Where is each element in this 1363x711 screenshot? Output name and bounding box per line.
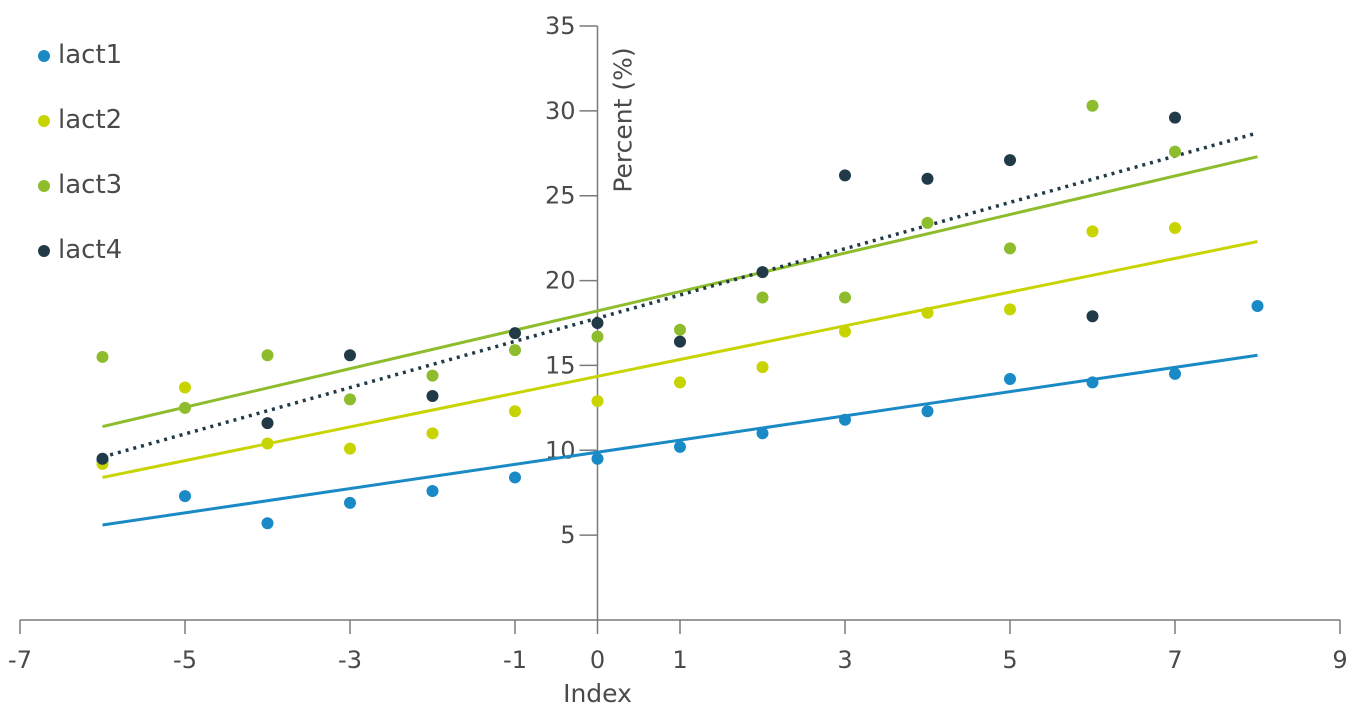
y-tick-label: 15	[545, 351, 576, 379]
x-axis-ticks: -7 -5 -3 -1 0 1 3 5 7 9	[8, 620, 1348, 674]
data-point	[756, 427, 769, 440]
data-point	[1086, 310, 1099, 323]
legend-item-lact1: lact1	[38, 40, 122, 70]
data-point	[1169, 221, 1181, 234]
data-point	[426, 389, 439, 402]
data-point	[674, 335, 686, 348]
data-point	[921, 216, 934, 229]
x-tick-label: -5	[173, 646, 197, 674]
series-lact2	[96, 221, 1181, 470]
data-point	[756, 291, 769, 304]
data-point	[1169, 145, 1181, 158]
x-tick-label: 3	[837, 646, 852, 674]
x-tick-label: -1	[503, 646, 527, 674]
data-point	[674, 376, 686, 389]
data-point	[179, 381, 191, 394]
data-point	[426, 485, 439, 498]
data-point	[1086, 99, 1099, 112]
legend-label: lact4	[58, 235, 122, 265]
trendline-lact3	[102, 155, 1258, 428]
data-point	[921, 172, 934, 185]
trendlines	[102, 131, 1258, 527]
data-point	[1004, 154, 1016, 167]
data-point	[591, 452, 604, 465]
data-point	[261, 417, 274, 430]
y-tick-label: 35	[545, 12, 576, 40]
y-axis-title: Percent (%)	[609, 47, 638, 192]
trendline-lact4	[102, 131, 1258, 459]
data-point	[1086, 376, 1099, 389]
legend: lact1 lact2 lact3 lact4	[38, 40, 122, 265]
x-tick-label: 1	[672, 646, 687, 674]
data-point	[509, 327, 521, 340]
legend-swatch	[38, 245, 50, 257]
data-point	[1004, 373, 1016, 386]
data-point	[839, 325, 851, 338]
y-tick-label: 30	[545, 97, 576, 125]
y-tick-label: 20	[545, 267, 576, 295]
data-point	[344, 349, 356, 362]
data-point	[1169, 111, 1181, 124]
legend-label: lact3	[58, 170, 122, 200]
data-point	[921, 405, 934, 418]
series-lact4	[96, 111, 1181, 465]
data-point	[839, 169, 851, 182]
data-point	[674, 323, 686, 336]
data-point	[1004, 303, 1016, 316]
x-tick-label: 9	[1332, 646, 1347, 674]
data-point	[426, 427, 439, 440]
x-tick-label: -7	[8, 646, 32, 674]
data-point	[591, 330, 604, 343]
x-axis-title: Index	[563, 679, 632, 708]
x-tick-label: -3	[338, 646, 362, 674]
legend-swatch	[38, 115, 50, 127]
y-tick-label: 5	[560, 521, 575, 549]
data-point	[179, 490, 191, 503]
data-point	[261, 437, 274, 450]
data-point	[1251, 300, 1264, 313]
data-point	[179, 401, 191, 414]
data-point	[344, 442, 356, 455]
data-point	[509, 405, 521, 418]
legend-swatch	[38, 50, 50, 62]
data-point	[261, 349, 274, 362]
series-lact3	[96, 99, 1181, 414]
data-point	[509, 471, 521, 484]
data-point	[591, 317, 604, 329]
data-point	[96, 350, 109, 363]
data-point	[1086, 225, 1099, 238]
data-point	[756, 361, 769, 374]
legend-label: lact2	[58, 105, 122, 135]
data-point	[839, 413, 851, 426]
legend-item-lact3: lact3	[38, 170, 122, 200]
legend-item-lact4: lact4	[38, 235, 122, 265]
trendline-lact2	[102, 240, 1258, 479]
y-tick-label: 25	[545, 182, 576, 210]
data-point	[591, 395, 604, 408]
data-point	[509, 344, 521, 357]
data-point	[1169, 367, 1181, 380]
data-point	[839, 291, 851, 304]
legend-swatch	[38, 180, 50, 192]
data-point	[344, 393, 356, 406]
data-point	[96, 452, 109, 465]
data-point	[674, 440, 686, 453]
x-tick-label: 7	[1167, 646, 1182, 674]
data-point	[1004, 242, 1016, 255]
trendline-lact1	[102, 353, 1258, 527]
data-point	[426, 369, 439, 382]
series-lact1	[96, 300, 1264, 530]
x-tick-label: 5	[1002, 646, 1017, 674]
data-point	[756, 266, 769, 279]
data-point	[344, 496, 356, 509]
x-tick-label: 0	[590, 646, 605, 674]
data-point	[261, 517, 274, 530]
legend-label: lact1	[58, 40, 122, 70]
legend-item-lact2: lact2	[38, 105, 122, 135]
data-points	[96, 99, 1264, 530]
data-point	[921, 306, 934, 319]
